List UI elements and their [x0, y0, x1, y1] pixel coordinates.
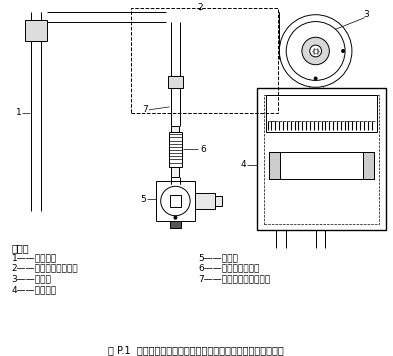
Text: 说明：: 说明：: [12, 243, 29, 253]
Text: 7——非金属材料燃气管。: 7——非金属材料燃气管。: [198, 274, 270, 284]
Bar: [264, 95, 379, 224]
Text: 3——风机；: 3——风机；: [12, 274, 51, 284]
Bar: [26, 20, 47, 41]
Circle shape: [310, 45, 321, 57]
Bar: [169, 132, 182, 167]
Bar: [171, 167, 179, 177]
Bar: [257, 88, 386, 230]
Bar: [268, 152, 280, 179]
Text: 2——非金属材料管路；: 2——非金属材料管路；: [12, 264, 78, 273]
Bar: [171, 126, 179, 132]
Circle shape: [314, 77, 317, 80]
Text: 1: 1: [16, 108, 22, 117]
Text: 5: 5: [140, 195, 146, 204]
Text: 6——金属材料燃气管: 6——金属材料燃气管: [198, 264, 259, 273]
Bar: [169, 221, 181, 229]
Bar: [215, 196, 222, 206]
Bar: [268, 152, 375, 179]
Text: 2: 2: [197, 3, 203, 12]
Bar: [131, 8, 278, 113]
Bar: [195, 193, 215, 209]
Circle shape: [174, 216, 177, 219]
Circle shape: [342, 49, 345, 52]
Bar: [266, 95, 377, 132]
Text: 3: 3: [364, 10, 369, 19]
Text: 6: 6: [200, 145, 206, 153]
Bar: [156, 182, 195, 221]
Bar: [169, 195, 181, 207]
Text: 图 P.1  与风机连接之前的一段燃气管路中使用非金属材料燃气管: 图 P.1 与风机连接之前的一段燃气管路中使用非金属材料燃气管: [108, 345, 284, 355]
Circle shape: [302, 37, 329, 65]
Text: 4: 4: [241, 160, 246, 169]
Bar: [167, 77, 183, 88]
Text: 4——燃烧室；: 4——燃烧室；: [12, 286, 57, 294]
Text: 7: 7: [142, 105, 148, 114]
Bar: [363, 152, 375, 179]
Text: 1——空气管；: 1——空气管；: [12, 253, 57, 262]
Text: 5——燃气阀: 5——燃气阀: [198, 253, 238, 262]
